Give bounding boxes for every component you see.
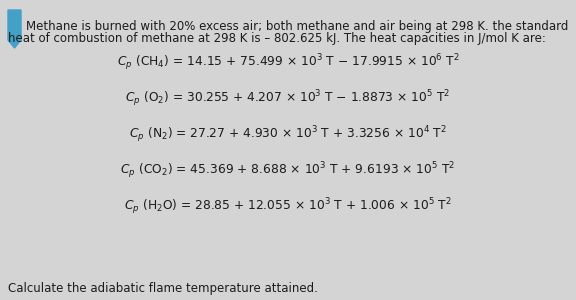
Text: heat of combustion of methane at 298 K is – 802.625 kJ. The heat capacities in J: heat of combustion of methane at 298 K i… [8, 32, 546, 45]
Text: $C_p$ (H$_2$O) = 28.85 + 12.055 $\times$ 10$^3$ T + 1.006 $\times$ 10$^5$ T$^2$: $C_p$ (H$_2$O) = 28.85 + 12.055 $\times$… [124, 196, 452, 217]
Text: Calculate the adiabatic flame temperature attained.: Calculate the adiabatic flame temperatur… [8, 282, 318, 295]
Text: Methane is burned with 20% excess air; both methane and air being at 298 K. the : Methane is burned with 20% excess air; b… [26, 20, 569, 33]
Text: $C_p$ (O$_2$) = 30.255 + 4.207 $\times$ 10$^3$ T $-$ 1.8873 $\times$ 10$^5$ T$^2: $C_p$ (O$_2$) = 30.255 + 4.207 $\times$ … [126, 88, 450, 109]
Text: $C_p$ (CH$_4$) = 14.15 + 75.499 $\times$ 10$^3$ T $-$ 17.9915 $\times$ 10$^6$ T$: $C_p$ (CH$_4$) = 14.15 + 75.499 $\times$… [117, 52, 459, 73]
Text: $C_p$ (CO$_2$) = 45.369 + 8.688 $\times$ 10$^3$ T + 9.6193 $\times$ 10$^5$ T$^2$: $C_p$ (CO$_2$) = 45.369 + 8.688 $\times$… [120, 160, 456, 181]
Text: $C_p$ (N$_2$) = 27.27 + 4.930 $\times$ 10$^3$ T + 3.3256 $\times$ 10$^4$ T$^2$: $C_p$ (N$_2$) = 27.27 + 4.930 $\times$ 1… [129, 124, 447, 145]
Polygon shape [8, 10, 21, 48]
